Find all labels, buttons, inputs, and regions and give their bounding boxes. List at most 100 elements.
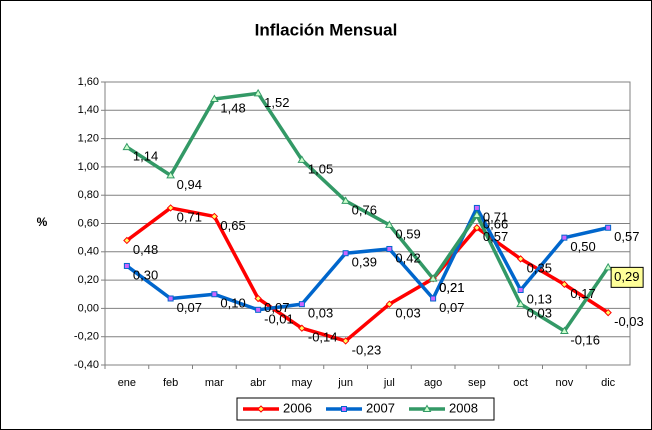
y-tick-label: 0,60 — [78, 217, 99, 229]
data-label: 0,17 — [570, 286, 595, 301]
point-marker — [561, 234, 568, 241]
y-tick-label: 0,40 — [78, 246, 99, 258]
point-marker — [472, 210, 482, 219]
y-tick-label: 0,80 — [78, 189, 99, 201]
data-label: 0,07 — [439, 300, 464, 315]
point-marker — [473, 224, 481, 232]
data-label: 0,50 — [570, 239, 595, 254]
point-marker — [297, 155, 307, 163]
point-marker — [516, 255, 525, 263]
series-line — [125, 206, 609, 312]
point-marker — [123, 236, 131, 245]
y-tick-label: 1,60 — [78, 76, 99, 88]
x-tick-label: mar — [205, 377, 224, 389]
point-marker — [253, 88, 263, 97]
point-marker — [517, 287, 524, 294]
point-marker — [428, 274, 438, 282]
point-marker — [167, 295, 174, 302]
y-tick-label: 0,00 — [78, 302, 99, 314]
legend-label: 2008 — [449, 400, 478, 415]
point-marker — [122, 142, 132, 151]
y-tick-label: -0,40 — [74, 359, 99, 371]
legend-box — [236, 397, 495, 421]
point-marker — [430, 295, 437, 302]
selected-label-box — [610, 266, 644, 288]
legend-label: 2006 — [283, 400, 312, 415]
data-label: 0,13 — [527, 291, 552, 306]
point-marker — [123, 262, 130, 269]
point-marker — [298, 301, 305, 308]
point-marker — [255, 306, 262, 313]
legend-label: 2007 — [366, 400, 395, 415]
x-tick-label: dic — [601, 377, 616, 389]
y-tick-label: -0,20 — [74, 331, 99, 343]
data-label: 0,48 — [133, 242, 158, 257]
point-marker — [473, 204, 480, 211]
point-marker — [516, 299, 525, 308]
series-line — [125, 91, 610, 333]
data-label: -0,23 — [352, 342, 382, 357]
point-marker — [603, 262, 613, 271]
point-marker — [166, 170, 175, 179]
y-tick-label: 1,40 — [78, 104, 99, 116]
data-label: 1,48 — [220, 100, 245, 115]
x-tick-label: feb — [163, 377, 178, 389]
x-tick-label: ene — [118, 377, 136, 389]
point-marker — [254, 294, 262, 303]
data-label: 0,29 — [614, 269, 639, 284]
point-marker — [211, 291, 218, 298]
data-label: 0,57 — [614, 229, 639, 244]
y-tick-label: 1,20 — [78, 133, 99, 145]
data-label: 0,57 — [483, 229, 508, 244]
point-marker — [385, 300, 394, 308]
data-label: -0,03 — [614, 314, 644, 329]
point-marker — [166, 204, 175, 212]
point-marker — [386, 245, 393, 252]
data-label: 1,05 — [308, 161, 333, 176]
legend-marker — [341, 406, 347, 412]
data-label: 0,07 — [177, 300, 202, 315]
x-tick-label: oct — [513, 377, 528, 389]
point-marker — [604, 308, 612, 317]
data-label: 0,42 — [395, 250, 420, 265]
data-label: 0,03 — [308, 306, 333, 321]
data-label: 1,14 — [133, 149, 158, 164]
data-label: 0,59 — [395, 226, 420, 241]
data-label: 0,03 — [395, 306, 420, 321]
point-marker — [210, 212, 219, 221]
data-label: -0,16 — [570, 332, 600, 347]
y-tick-label: 0,20 — [78, 274, 99, 286]
x-tick-label: abr — [250, 377, 266, 389]
point-marker — [342, 250, 349, 257]
data-label: 0,21 — [439, 280, 464, 295]
data-label: 0,94 — [177, 177, 202, 192]
point-marker — [560, 326, 569, 335]
data-label: 0,71 — [483, 209, 508, 224]
data-label: 0,76 — [352, 202, 377, 217]
legend-marker — [257, 405, 265, 413]
point-marker — [385, 220, 394, 228]
data-label: 0,35 — [527, 260, 552, 275]
series-line — [125, 206, 610, 343]
x-tick-label: nov — [556, 377, 574, 389]
data-label: 1,52 — [264, 95, 289, 110]
x-tick-label: jul — [383, 377, 395, 389]
y-axis-label: % — [37, 215, 48, 229]
data-label: 0,39 — [352, 255, 377, 270]
x-tick-label: jun — [337, 377, 353, 389]
point-marker — [560, 280, 569, 289]
x-tick-label: may — [291, 377, 312, 389]
data-label: 0,71 — [177, 209, 202, 224]
y-tick-label: 1,00 — [78, 161, 99, 173]
x-tick-label: sep — [468, 377, 486, 389]
chart-title: Inflación Mensual — [255, 20, 398, 39]
data-label: -0,01 — [264, 311, 294, 326]
data-label: 0,30 — [133, 267, 158, 282]
legend-marker — [422, 404, 432, 412]
data-label: 0,03 — [527, 306, 552, 321]
point-marker — [298, 324, 306, 332]
point-marker — [341, 337, 350, 345]
x-tick-label: ago — [424, 377, 442, 389]
data-label: 0,10 — [220, 296, 245, 311]
